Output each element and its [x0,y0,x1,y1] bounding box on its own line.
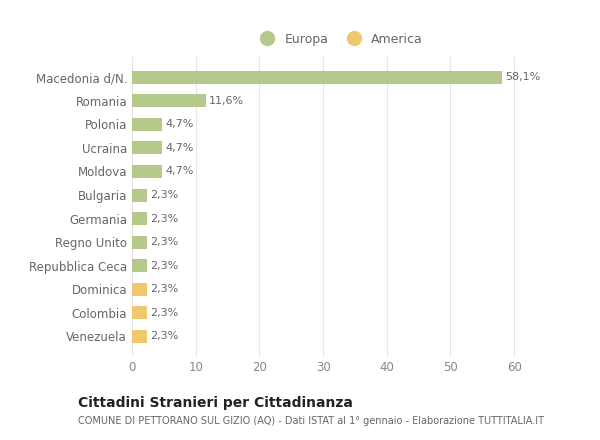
Bar [132,306,146,319]
Text: 4,7%: 4,7% [165,143,193,153]
Text: 2,3%: 2,3% [150,308,178,318]
Text: 2,3%: 2,3% [150,260,178,271]
Text: Cittadini Stranieri per Cittadinanza: Cittadini Stranieri per Cittadinanza [78,396,353,410]
Bar [132,165,162,178]
Text: 2,3%: 2,3% [150,331,178,341]
Text: 4,7%: 4,7% [165,119,193,129]
Bar [132,212,146,225]
Bar [132,189,146,202]
Text: COMUNE DI PETTORANO SUL GIZIO (AQ) - Dati ISTAT al 1° gennaio - Elaborazione TUT: COMUNE DI PETTORANO SUL GIZIO (AQ) - Dat… [78,416,544,426]
Text: 4,7%: 4,7% [165,166,193,176]
Bar [132,236,146,249]
Text: 2,3%: 2,3% [150,190,178,200]
Bar [132,330,146,343]
Bar [132,94,206,107]
Text: 2,3%: 2,3% [150,284,178,294]
Legend: Europa, America: Europa, America [250,28,428,51]
Bar [132,141,162,154]
Text: 58,1%: 58,1% [505,72,541,82]
Bar [132,283,146,296]
Text: 2,3%: 2,3% [150,213,178,224]
Text: 11,6%: 11,6% [209,96,244,106]
Bar [132,259,146,272]
Text: 2,3%: 2,3% [150,237,178,247]
Bar [132,71,502,84]
Bar [132,118,162,131]
